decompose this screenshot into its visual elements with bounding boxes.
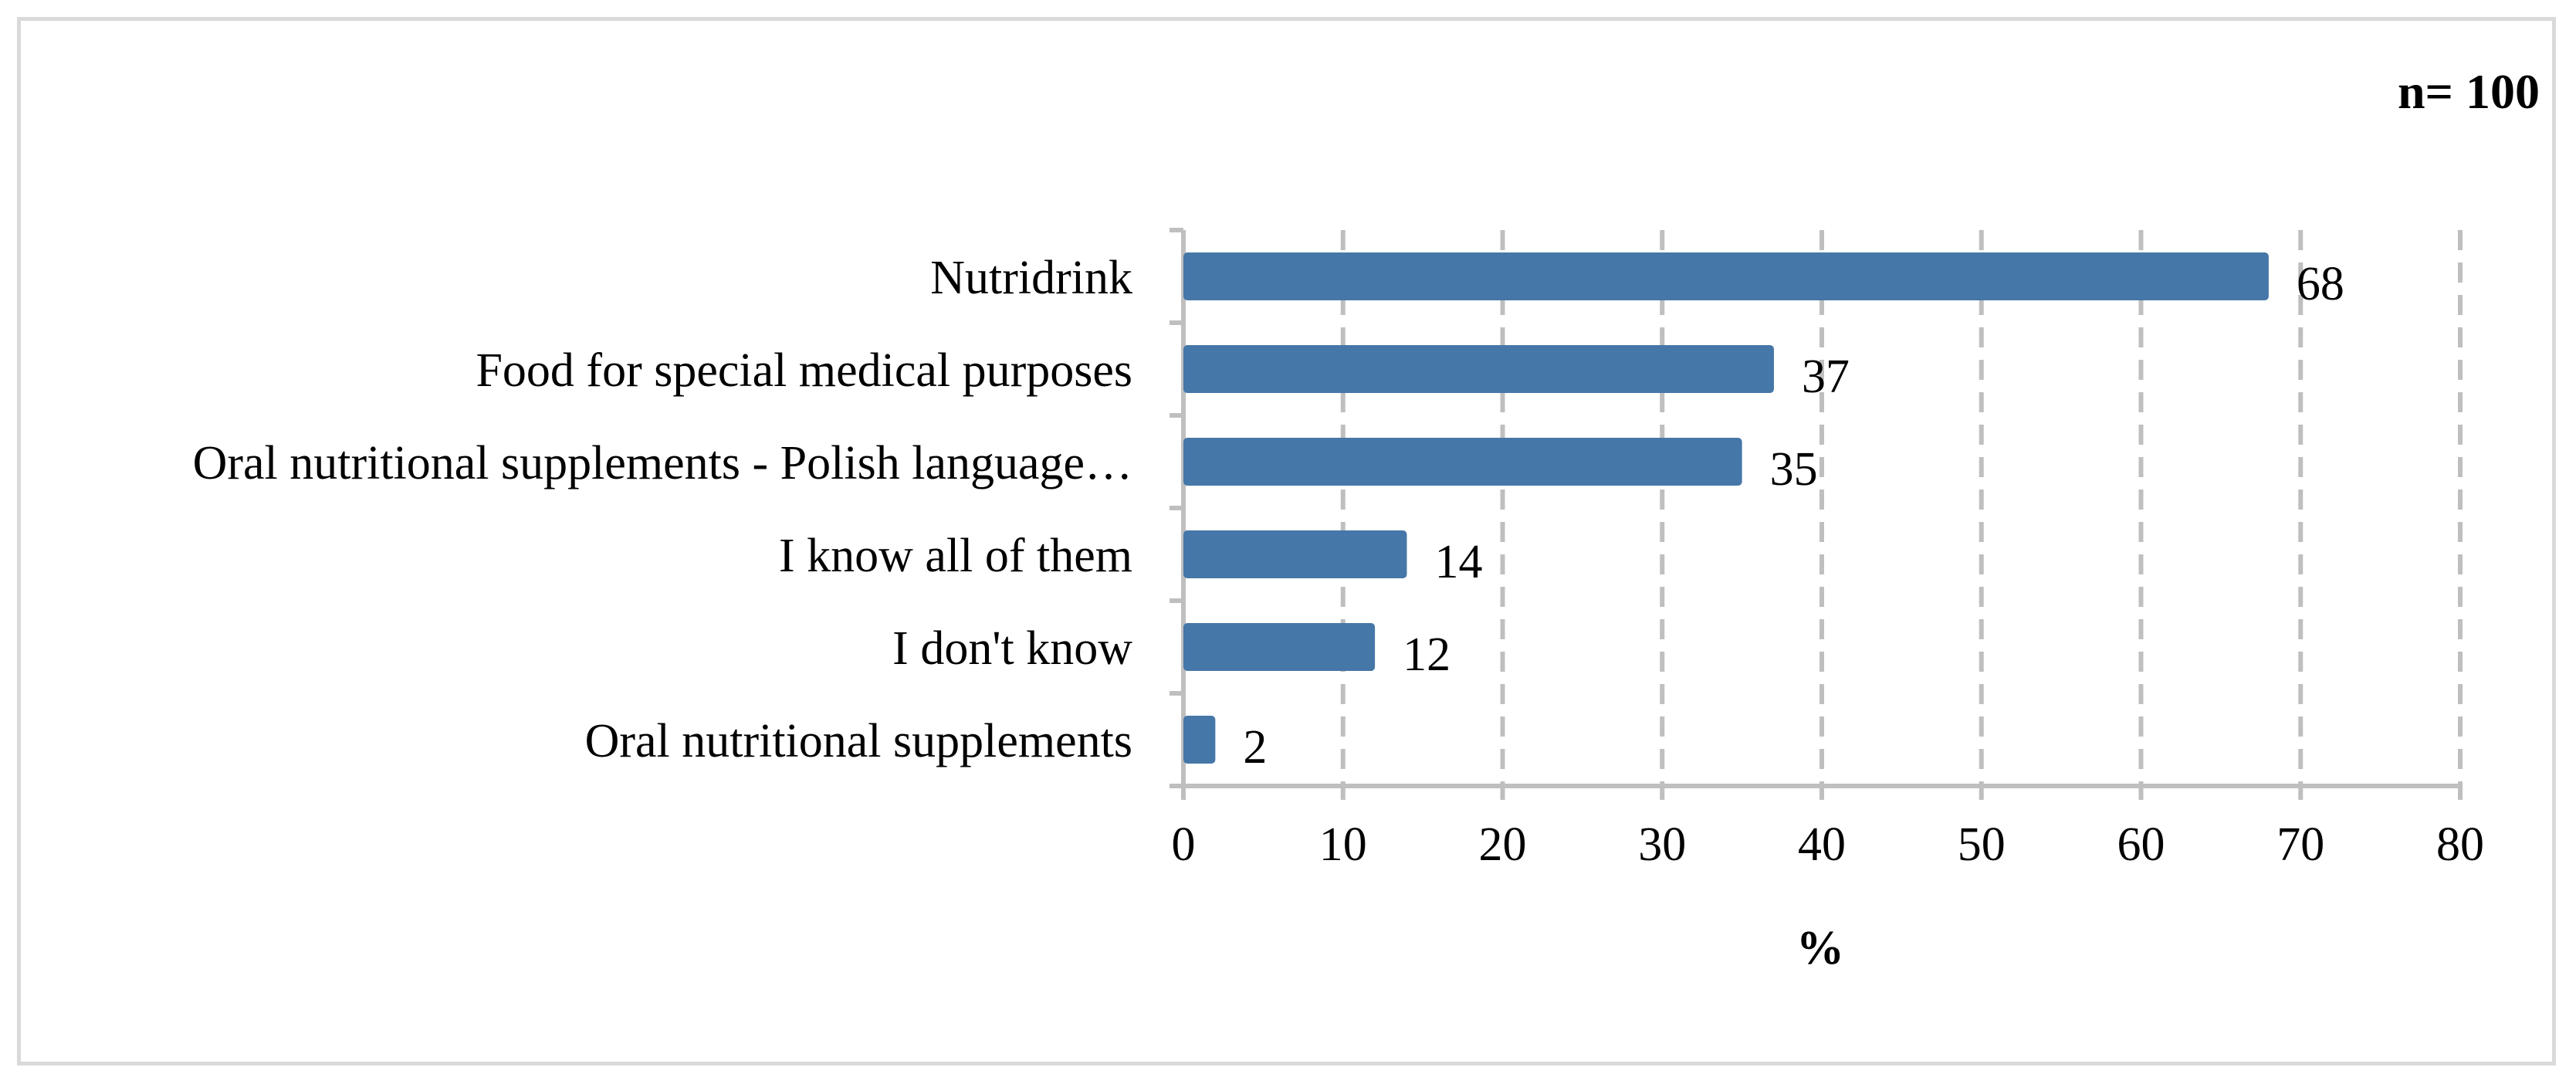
x-tick-label-0: 0 [1172,818,1196,871]
data-label-2: 37 [1802,351,1850,403]
data-label-4: 14 [1434,536,1482,588]
category-label-6: Oral nutritional supplements [585,715,1132,767]
x-tick-label-80: 80 [2436,818,2484,871]
x-tick-label-50: 50 [1958,818,2006,871]
x-axis-title: % [1796,922,1844,974]
category-label-2: Food for special medical purposes [476,344,1132,397]
category-label-1: Nutridrink [930,252,1132,304]
x-tick-label-30: 30 [1638,818,1686,871]
bar-layer [1183,252,2269,764]
sample-size-annotation: n= 100 [2398,64,2540,119]
bar-4 [1183,530,1407,578]
bar-2 [1183,345,1774,393]
x-tick-label-70: 70 [2276,818,2324,871]
data-label-1: 68 [2297,258,2344,310]
data-label-3: 35 [1770,443,1818,496]
x-tick-label-20: 20 [1479,818,1527,871]
bar-3 [1183,438,1742,486]
data-label-6: 2 [1243,721,1267,774]
bar-1 [1183,252,2269,300]
grid-layer [1340,230,2463,786]
category-label-5: I don't know [892,622,1132,675]
bar-5 [1183,623,1376,671]
category-label-4: I know all of them [779,530,1132,582]
label-layer: n= 100 % 0 10 20 30 40 50 60 70 80 68 Nutridrink 37… [193,64,2540,974]
bar-6 [1183,716,1216,764]
data-label-5: 12 [1403,628,1450,681]
category-label-3: Oral nutritional supplements - Polish la… [193,437,1132,489]
x-tick-label-40: 40 [1798,818,1846,871]
x-tick-label-60: 60 [2117,818,2165,871]
axis-layer [1170,228,2463,800]
x-tick-label-10: 10 [1319,818,1367,871]
